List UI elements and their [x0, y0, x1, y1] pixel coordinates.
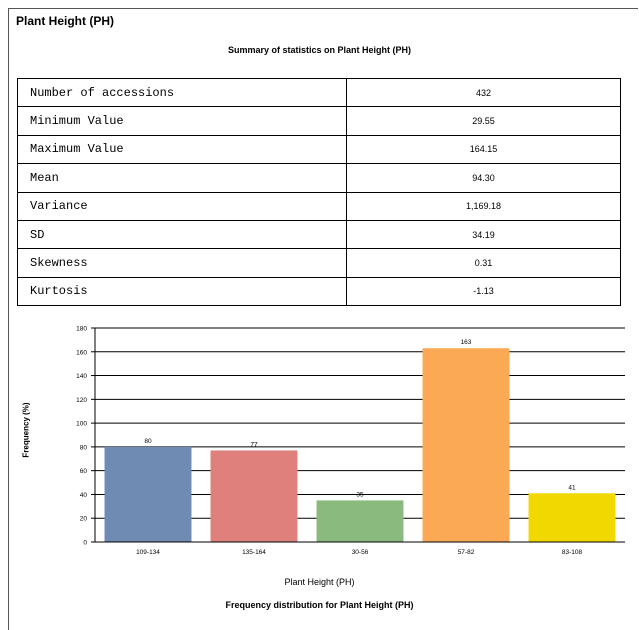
panel-frame [8, 8, 638, 630]
stat-value: -1.13 [346, 276, 621, 307]
y-tick-label: 100 [76, 421, 87, 428]
y-tick-label: 180 [76, 326, 87, 333]
stat-value: 1,169.18 [346, 191, 621, 221]
stat-value: 94.30 [346, 163, 621, 193]
data-label: 80 [144, 438, 152, 445]
y-tick-label: 160 [76, 349, 87, 356]
stat-label: Mean [17, 163, 347, 193]
stat-value: 34.19 [346, 219, 621, 250]
y-tick-label: 120 [76, 397, 87, 404]
y-tick-label: 40 [80, 492, 88, 499]
bar [210, 450, 298, 542]
table-row: Minimum Value 29.55 [17, 106, 621, 136]
bar [422, 348, 510, 542]
table-row: Number of accessions 432 [17, 77, 621, 108]
stat-label: Kurtosis [17, 276, 347, 307]
table-row: Skewness 0.31 [17, 248, 621, 278]
data-label: 35 [356, 491, 364, 498]
y-tick-label: 80 [80, 444, 88, 451]
panel-title: Plant Height (PH) [16, 14, 114, 28]
y-tick-label: 60 [80, 468, 88, 475]
x-axis-title: Plant Height (PH) [284, 577, 355, 587]
table-row: Kurtosis -1.13 [17, 276, 621, 307]
y-tick-label: 20 [80, 516, 88, 523]
stat-label: Skewness [17, 248, 347, 278]
x-tick-label: 135-164 [242, 549, 266, 556]
y-tick-label: 140 [76, 373, 87, 380]
stat-label: Number of accessions [17, 77, 347, 108]
x-tick-label: 83-108 [562, 549, 583, 556]
stat-label: SD [17, 219, 347, 250]
stat-value: 0.31 [346, 248, 621, 278]
data-label: 163 [461, 339, 472, 346]
bar [528, 493, 616, 542]
data-label: 77 [250, 441, 258, 448]
statistics-table: Number of accessions 432 Minimum Value 2… [17, 77, 621, 307]
table-row: Mean 94.30 [17, 163, 621, 193]
y-tick-label: 0 [83, 540, 87, 547]
bar [104, 446, 192, 542]
chart-caption: Frequency distribution for Plant Height … [225, 600, 414, 610]
stat-label: Maximum Value [17, 134, 347, 165]
x-tick-label: 109-134 [136, 549, 160, 556]
stat-value: 164.15 [346, 134, 621, 165]
stat-label: Variance [17, 191, 347, 221]
stat-label: Minimum Value [17, 106, 347, 136]
table-row: Variance 1,169.18 [17, 191, 621, 221]
table-title: Summary of statistics on Plant Height (P… [227, 45, 412, 55]
x-tick-label: 57-82 [458, 549, 475, 556]
stat-value: 29.55 [346, 106, 621, 136]
table-row: SD 34.19 [17, 219, 621, 250]
x-tick-label: 30-56 [352, 549, 369, 556]
stat-value: 432 [346, 77, 621, 108]
table-row: Maximum Value 164.15 [17, 134, 621, 165]
y-axis-title: Frequency (%) [21, 402, 31, 458]
data-label: 41 [568, 484, 576, 491]
bar [316, 500, 404, 542]
